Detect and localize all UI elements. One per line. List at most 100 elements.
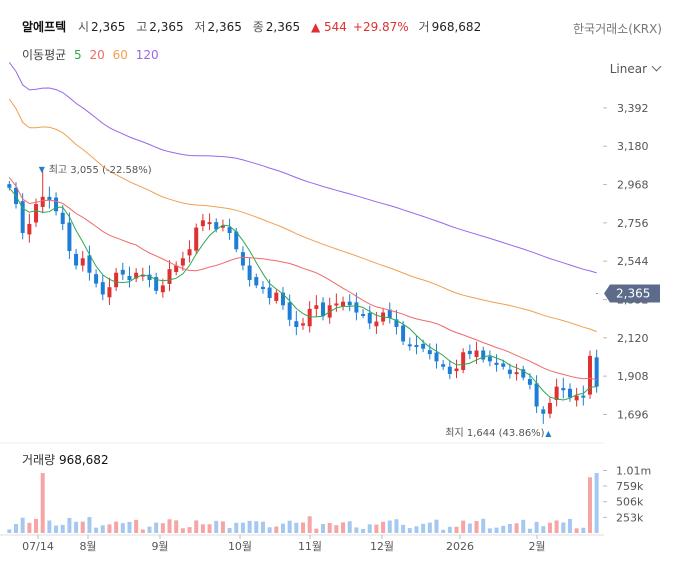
volume-bar[interactable] bbox=[301, 522, 305, 533]
volume-bar[interactable] bbox=[127, 521, 132, 533]
candle-body[interactable] bbox=[414, 345, 419, 348]
candle-body[interactable] bbox=[354, 302, 359, 313]
volume-bar[interactable] bbox=[47, 520, 52, 533]
candle-body[interactable] bbox=[494, 362, 499, 365]
candle-body[interactable] bbox=[587, 355, 592, 395]
volume-bar[interactable] bbox=[334, 525, 339, 533]
volume-bar[interactable] bbox=[14, 524, 19, 533]
candle-body[interactable] bbox=[267, 287, 272, 299]
candle-body[interactable] bbox=[280, 292, 285, 306]
candle-body[interactable] bbox=[307, 308, 312, 327]
volume-bar[interactable] bbox=[527, 528, 532, 533]
candle-body[interactable] bbox=[20, 201, 25, 233]
candle-body[interactable] bbox=[80, 258, 85, 266]
volume-bar[interactable] bbox=[474, 521, 479, 533]
candle-body[interactable] bbox=[567, 388, 572, 398]
candle-body[interactable] bbox=[174, 265, 179, 273]
volume-bar[interactable] bbox=[314, 528, 319, 533]
volume-bar[interactable] bbox=[361, 528, 366, 533]
candle-body[interactable] bbox=[154, 277, 159, 291]
candle-body[interactable] bbox=[521, 369, 526, 378]
volume-bar[interactable] bbox=[94, 527, 99, 533]
candle-body[interactable] bbox=[574, 395, 579, 401]
candle-body[interactable] bbox=[341, 301, 346, 307]
volume-bar[interactable] bbox=[587, 477, 592, 533]
candle-body[interactable] bbox=[561, 388, 566, 391]
volume-bar[interactable] bbox=[114, 521, 119, 533]
volume-bar[interactable] bbox=[387, 520, 392, 533]
candle-body[interactable] bbox=[474, 350, 479, 357]
candle-body[interactable] bbox=[294, 321, 299, 327]
volume-bar[interactable] bbox=[441, 529, 446, 533]
volume-bar[interactable] bbox=[267, 527, 272, 533]
volume-bar[interactable] bbox=[594, 473, 599, 533]
volume-bar[interactable] bbox=[294, 522, 299, 533]
volume-bar[interactable] bbox=[481, 518, 486, 533]
candle-body[interactable] bbox=[107, 287, 112, 298]
volume-bar[interactable] bbox=[407, 528, 412, 533]
volume-bar[interactable] bbox=[140, 529, 145, 533]
volume-bar[interactable] bbox=[40, 473, 45, 533]
candle-body[interactable] bbox=[227, 227, 232, 233]
volume-bar[interactable] bbox=[421, 523, 426, 533]
ma-120-label[interactable]: 120 bbox=[135, 48, 159, 62]
volume-bar[interactable] bbox=[287, 520, 292, 533]
candle-body[interactable] bbox=[140, 274, 145, 277]
volume-bar[interactable] bbox=[80, 521, 85, 533]
volume-bar[interactable] bbox=[354, 527, 359, 533]
volume-bar[interactable] bbox=[280, 523, 285, 533]
volume-bar[interactable] bbox=[394, 519, 399, 533]
volume-bar[interactable] bbox=[541, 526, 546, 533]
volume-bar[interactable] bbox=[547, 522, 552, 533]
candle-body[interactable] bbox=[60, 212, 65, 224]
candle-body[interactable] bbox=[127, 276, 132, 280]
volume-bar[interactable] bbox=[187, 527, 192, 533]
volume-bar[interactable] bbox=[100, 525, 105, 533]
candle-body[interactable] bbox=[547, 402, 552, 414]
candle-body[interactable] bbox=[447, 366, 452, 374]
candle-body[interactable] bbox=[54, 197, 59, 212]
volume-bar[interactable] bbox=[401, 524, 406, 533]
candle-body[interactable] bbox=[347, 301, 352, 306]
volume-bar[interactable] bbox=[514, 523, 519, 533]
candle-body[interactable] bbox=[207, 222, 212, 225]
volume-bar[interactable] bbox=[147, 526, 152, 533]
candle-body[interactable] bbox=[247, 265, 252, 280]
volume-bar[interactable] bbox=[427, 522, 432, 533]
volume-bar[interactable] bbox=[20, 517, 25, 533]
candle-body[interactable] bbox=[240, 252, 245, 266]
volume-bar[interactable] bbox=[200, 524, 205, 533]
volume-bar[interactable] bbox=[254, 521, 259, 533]
candle-body[interactable] bbox=[361, 313, 366, 316]
volume-bar[interactable] bbox=[120, 523, 125, 533]
candle-body[interactable] bbox=[314, 305, 319, 309]
candle-body[interactable] bbox=[254, 277, 259, 286]
volume-bar[interactable] bbox=[134, 519, 139, 533]
candle-body[interactable] bbox=[274, 292, 279, 301]
volume-bar[interactable] bbox=[174, 520, 179, 533]
candle-body[interactable] bbox=[321, 302, 326, 317]
candle-body[interactable] bbox=[287, 302, 292, 320]
candle-body[interactable] bbox=[407, 344, 412, 347]
volume-bar[interactable] bbox=[227, 527, 232, 533]
volume-bar[interactable] bbox=[54, 525, 59, 533]
volume-bar[interactable] bbox=[521, 519, 526, 533]
volume-bar[interactable] bbox=[220, 521, 225, 533]
candle-body[interactable] bbox=[501, 363, 506, 367]
candle-body[interactable] bbox=[34, 204, 39, 223]
candle-body[interactable] bbox=[301, 323, 305, 326]
candle-body[interactable] bbox=[461, 352, 466, 370]
volume-bar[interactable] bbox=[214, 520, 219, 533]
volume-bar[interactable] bbox=[274, 526, 279, 533]
volume-bar[interactable] bbox=[347, 521, 352, 533]
volume-bar[interactable] bbox=[34, 518, 39, 533]
candle-body[interactable] bbox=[147, 274, 152, 280]
candle-body[interactable] bbox=[594, 357, 599, 387]
volume-bar[interactable] bbox=[207, 524, 212, 533]
volume-bar[interactable] bbox=[327, 523, 332, 533]
scale-mode-dropdown[interactable]: Linear bbox=[610, 61, 662, 76]
volume-bar[interactable] bbox=[234, 522, 239, 533]
candle-body[interactable] bbox=[40, 196, 45, 207]
volume-bar[interactable] bbox=[321, 524, 326, 533]
